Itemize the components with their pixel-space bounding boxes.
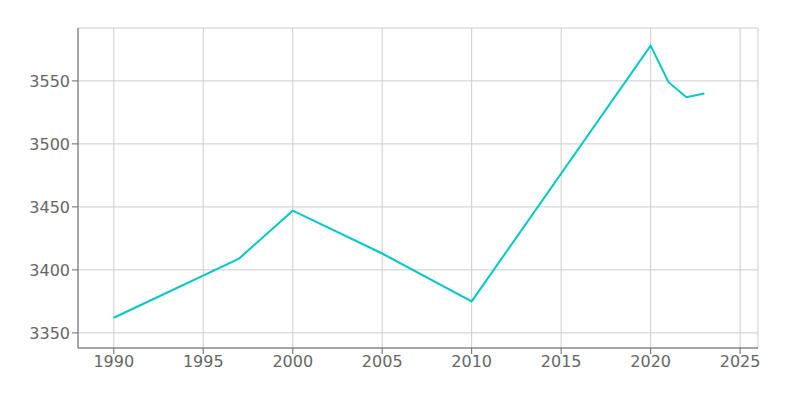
svg-text:2000: 2000 xyxy=(272,352,313,371)
svg-text:2015: 2015 xyxy=(541,352,582,371)
svg-text:3350: 3350 xyxy=(29,324,70,343)
svg-text:1990: 1990 xyxy=(93,352,134,371)
svg-text:2020: 2020 xyxy=(630,352,671,371)
svg-text:3400: 3400 xyxy=(29,261,70,280)
svg-text:1995: 1995 xyxy=(183,352,224,371)
svg-text:2010: 2010 xyxy=(451,352,492,371)
svg-text:2005: 2005 xyxy=(362,352,403,371)
svg-text:2025: 2025 xyxy=(720,352,761,371)
svg-text:3500: 3500 xyxy=(29,135,70,154)
svg-text:3450: 3450 xyxy=(29,198,70,217)
svg-text:3550: 3550 xyxy=(29,72,70,91)
